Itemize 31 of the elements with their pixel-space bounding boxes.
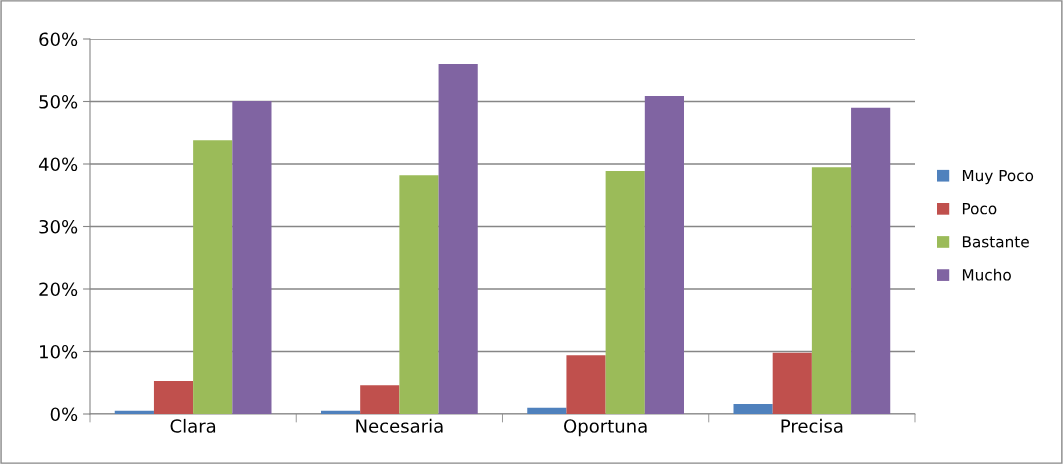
x-tick-label: Oportuna (564, 419, 647, 437)
legend-label: Bastante (962, 236, 1029, 248)
y-tick-label: 20% (39, 282, 78, 297)
y-tick-label: 10% (40, 344, 78, 359)
legend-label: Muy Poco (962, 169, 1034, 185)
y-tick-label: 30% (39, 219, 78, 234)
bar (360, 385, 400, 414)
y-tick-label: 40% (38, 157, 78, 172)
x-tick-label: Clara (170, 418, 216, 433)
bar (399, 175, 439, 414)
bar (644, 95, 684, 414)
y-tick-label: 0% (50, 407, 78, 422)
y-tick-label: 50% (39, 94, 78, 109)
bar (566, 355, 606, 414)
bar (605, 170, 645, 414)
bar (811, 167, 852, 414)
bar (321, 410, 361, 414)
bar (527, 407, 567, 414)
x-tick-label: Precisa (781, 418, 843, 433)
bar (851, 107, 891, 414)
legend-label: Poco (962, 203, 997, 215)
y-tick-label: 60% (39, 32, 78, 47)
bar (733, 404, 773, 414)
bar (438, 64, 478, 414)
bar (153, 380, 194, 414)
bar (772, 352, 812, 414)
legend-label: Mucho (962, 268, 1011, 281)
bar (232, 100, 272, 414)
bar (193, 140, 233, 414)
bar (114, 410, 154, 414)
x-tick-label: Necesaria (356, 418, 443, 433)
